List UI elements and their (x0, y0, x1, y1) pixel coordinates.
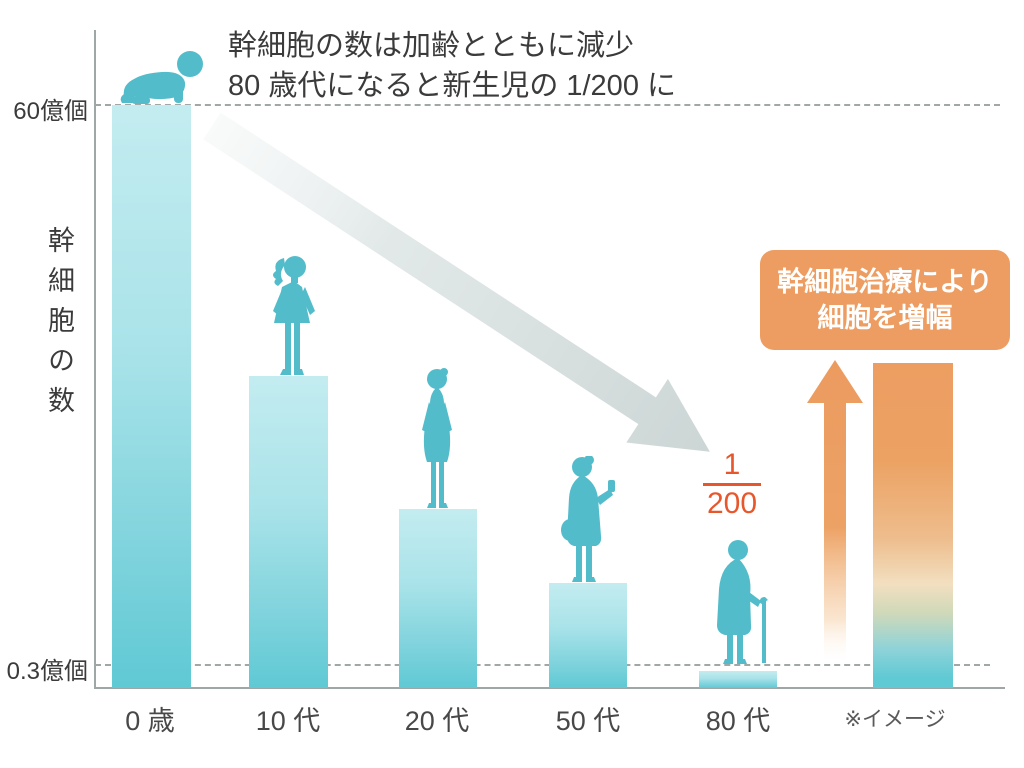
young-woman-icon (410, 368, 464, 509)
bar-treated (873, 363, 953, 688)
fraction-numerator: 1 (723, 448, 741, 481)
x-axis-line (94, 687, 1005, 689)
baby-crawling-icon (114, 49, 210, 105)
gridline-60oku (95, 104, 1000, 106)
bar-0sai (112, 105, 191, 688)
image-footnote: ※イメージ (844, 708, 946, 731)
x-label-50dai: 50 代 (555, 706, 621, 736)
y-tick-60oku: 60億個 (13, 98, 88, 125)
treatment-callout-line1: 幹細胞治療により (777, 266, 993, 297)
bar-50dai (549, 583, 627, 688)
fraction-1-200: 1 200 (701, 450, 763, 519)
x-label-80dai: 80 代 (705, 706, 771, 736)
y-axis-line (94, 30, 96, 688)
bar-20dai (399, 509, 477, 688)
y-axis-title: 幹細胞の数 (44, 226, 74, 426)
bar-80dai (699, 671, 777, 688)
x-label-20dai: 20 代 (404, 706, 470, 736)
girl-ponytail-icon (260, 255, 324, 376)
elderly-woman-cane-icon (705, 537, 777, 665)
x-label-10dai: 10 代 (255, 706, 321, 736)
fraction-denominator: 200 (706, 487, 758, 520)
middle-aged-woman-icon (548, 456, 622, 583)
treatment-callout: 幹細胞治療により 細胞を増幅 (760, 250, 1010, 350)
chart-title-line1: 幹細胞の数は加齢とともに減少 (228, 30, 635, 62)
y-tick-03oku: 0.3億個 (6, 658, 88, 685)
x-label-0sai: 0 歳 (125, 706, 175, 736)
bar-10dai (249, 376, 328, 688)
chart-title-line2: 80 歳代になると新生児の 1/200 に (228, 70, 676, 103)
chart-title: 幹細胞の数は加齢とともに減少 80 歳代になると新生児の 1/200 に (228, 26, 676, 106)
increase-arrow-icon (807, 360, 863, 665)
gridline-03oku (95, 664, 990, 666)
treatment-callout-line2: 細胞を増幅 (817, 303, 953, 333)
fraction-rule (703, 483, 761, 486)
